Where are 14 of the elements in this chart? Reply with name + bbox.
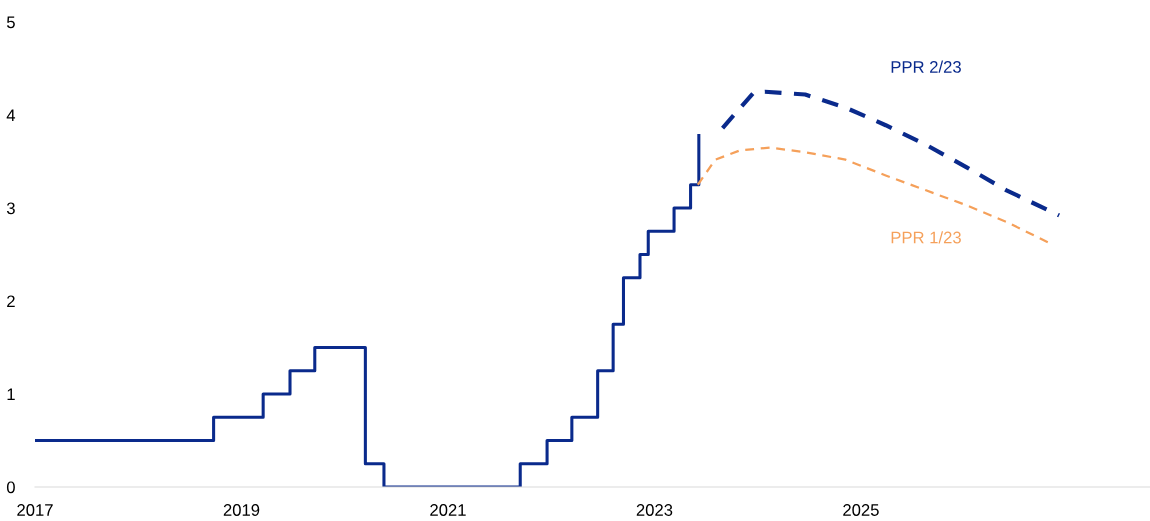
x-tick-label: 2019 xyxy=(223,504,260,516)
text: PPR 2/23 xyxy=(891,60,961,73)
x-tick-label: 2025 xyxy=(843,504,879,516)
y-tick-label: 4 xyxy=(6,109,16,122)
x-tick-label: 2021 xyxy=(430,504,466,516)
y-tick-label: 2 xyxy=(7,295,15,308)
y-tick-label: 1 xyxy=(7,388,15,401)
y-tick-label: 0 xyxy=(6,481,15,494)
x-tick-label: 2023 xyxy=(636,504,673,516)
y-tick-label: 5 xyxy=(6,16,15,29)
line-series xyxy=(720,89,1062,218)
series-label: PPR 1/23 xyxy=(891,231,961,244)
x-tick-label: 2017 xyxy=(17,504,53,516)
y-tick-label: 3 xyxy=(6,202,15,215)
